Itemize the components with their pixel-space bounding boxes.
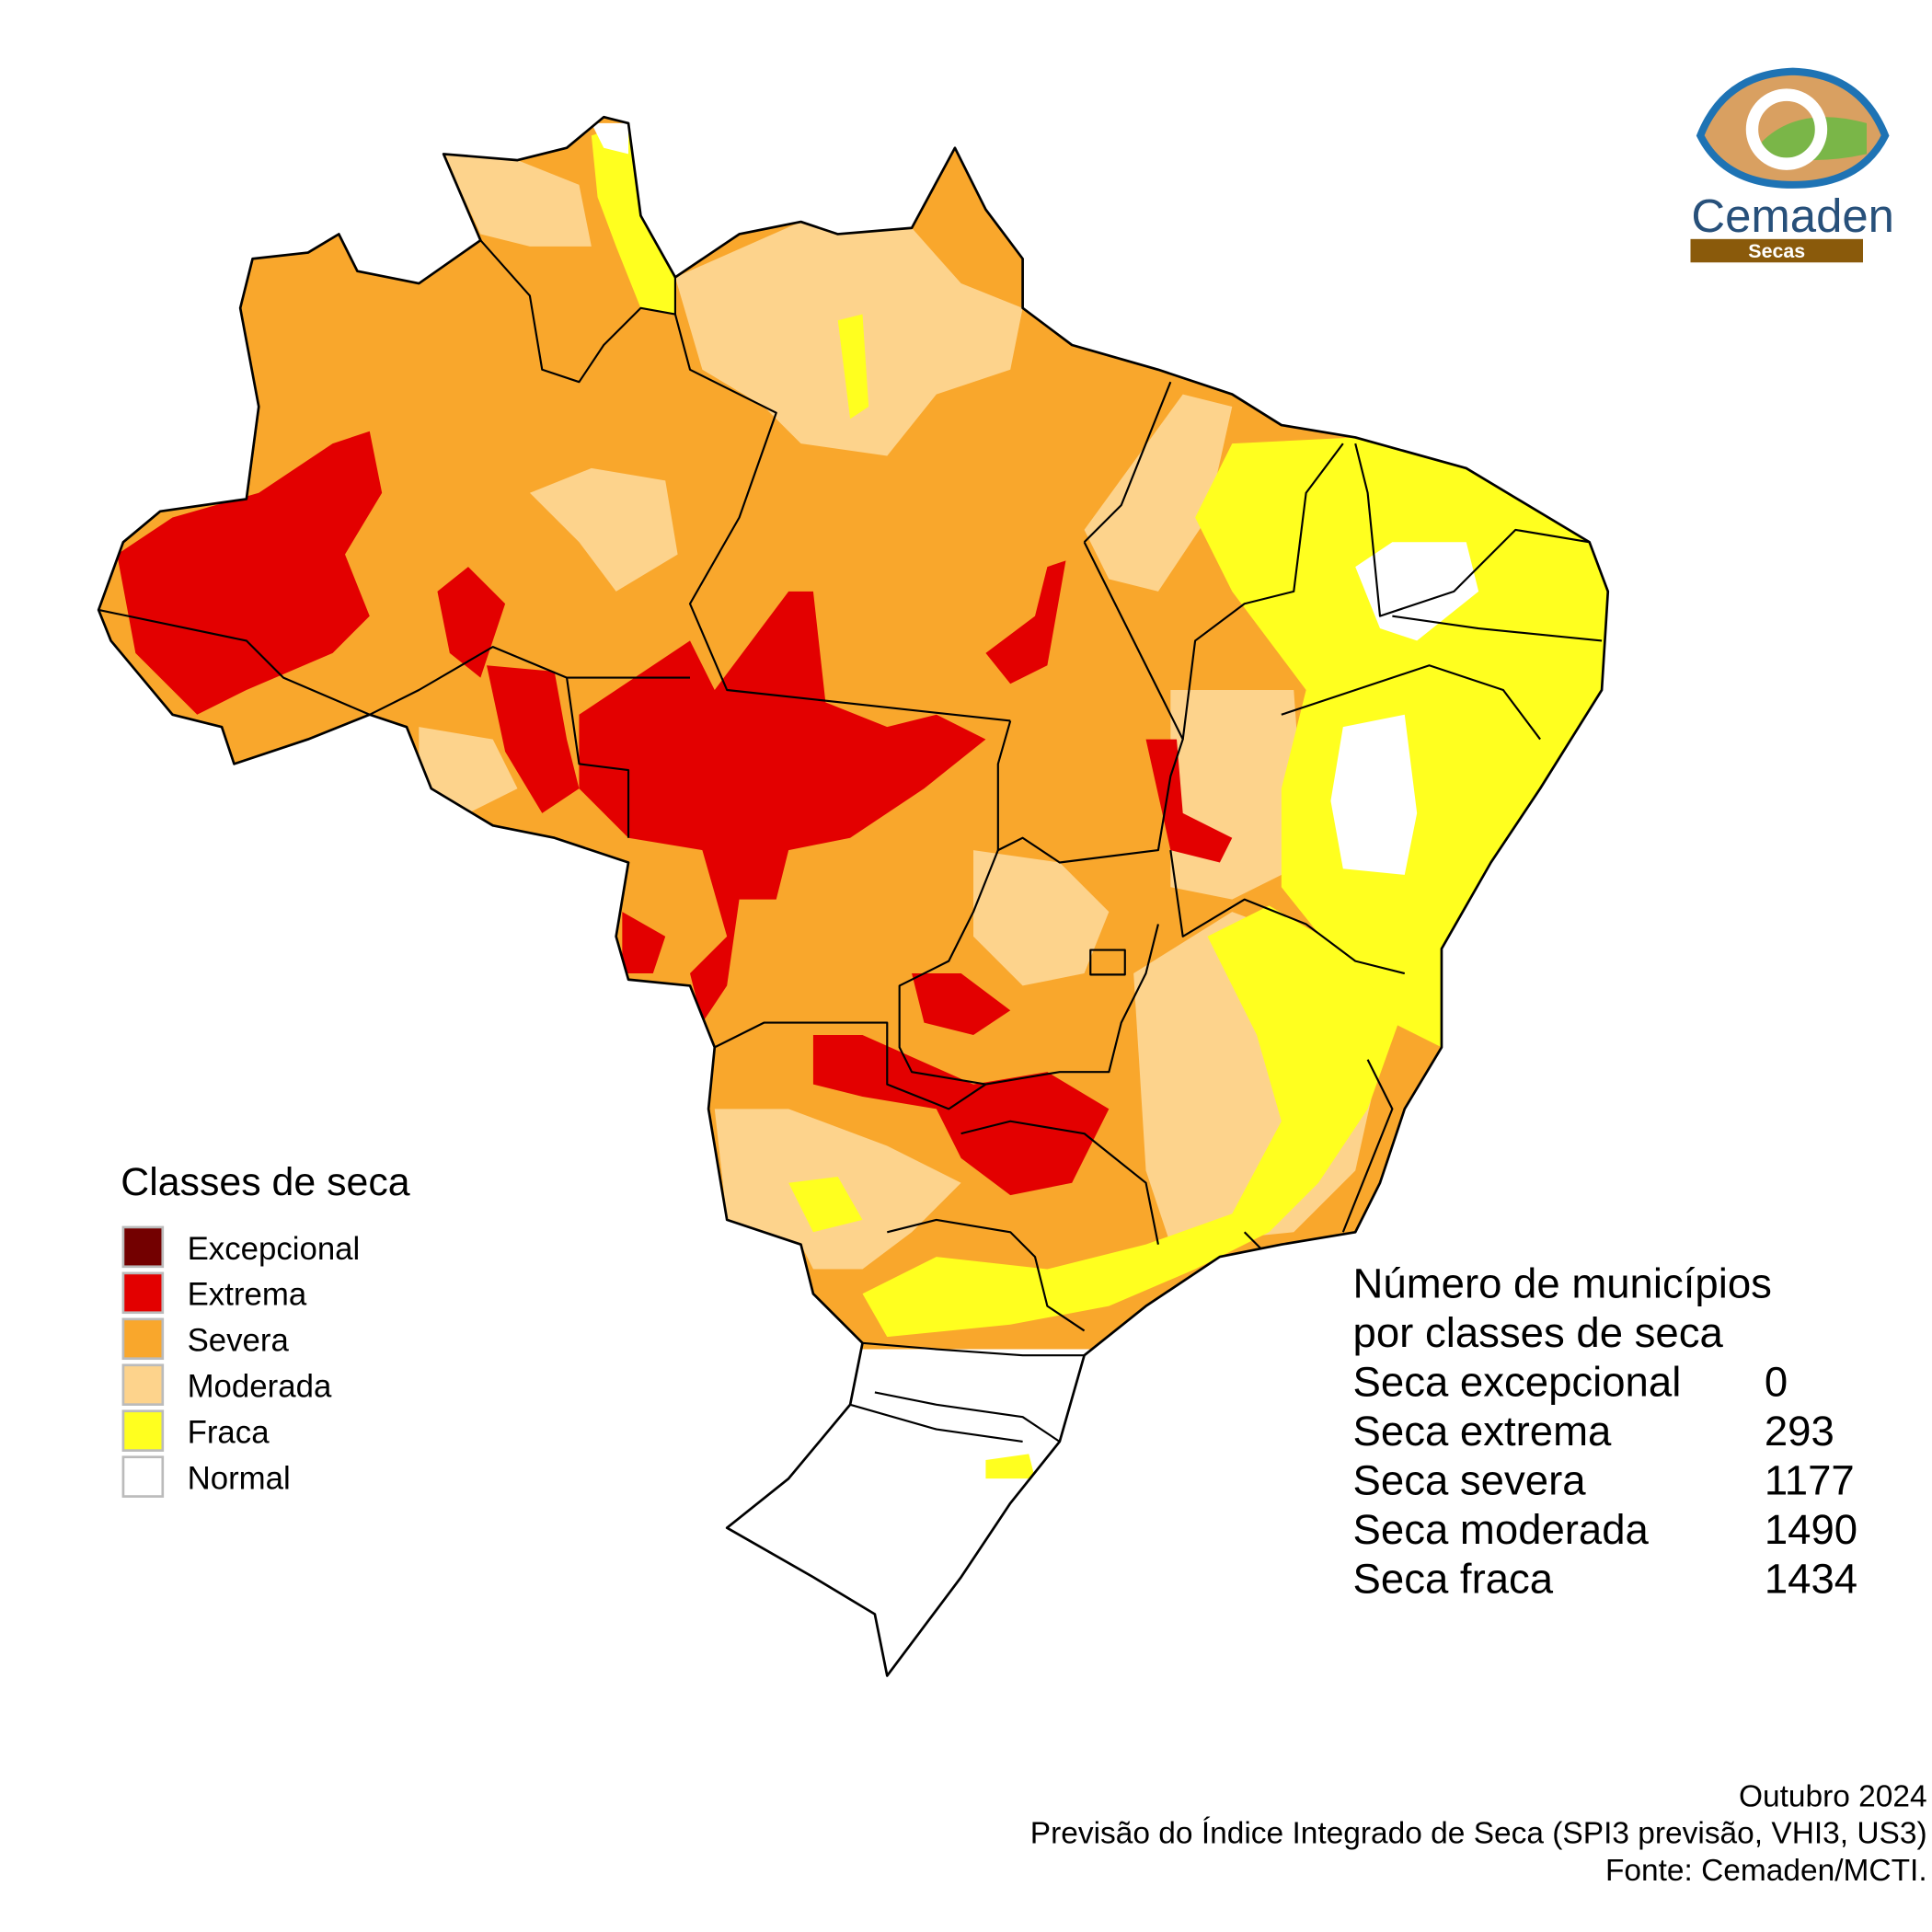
region-fraca [862,905,1399,1338]
stats-label: Seca extrema [1353,1408,1612,1455]
region-extrema [1145,739,1233,863]
region-normal [591,122,629,155]
stats-label: Seca moderada [1353,1506,1650,1553]
legend-label: Fraca [188,1415,270,1451]
stats-label: Seca severa [1353,1457,1587,1504]
region-extrema [912,973,1011,1035]
legend-label: Normal [188,1461,291,1497]
legend-label: Moderada [188,1369,332,1405]
stats-value: 293 [1765,1408,1834,1455]
stats-title: Número de municípios [1353,1259,1772,1306]
footer: Outubro 2024 Previsão do Índice Integrado… [1030,1779,1927,1887]
legend-label: Severa [188,1323,290,1359]
legend-swatch [121,1363,165,1406]
region-extrema [622,912,666,974]
legend-swatch [121,1317,165,1361]
logo: Cemaden Secas [1690,67,1894,263]
stats-label: Seca fraca [1353,1556,1554,1603]
region-moderada [529,467,678,592]
region-extrema [985,560,1066,684]
stats-value: 1434 [1765,1556,1857,1603]
logo-ring [1745,88,1828,170]
region-moderada [419,727,518,813]
legend-swatch [121,1271,165,1315]
region-extrema [579,591,986,1023]
stats-value: 1490 [1765,1506,1857,1553]
footer-line: Outubro 2024 [1739,1779,1927,1813]
stats-value: 1177 [1765,1457,1855,1504]
region-moderada [443,154,592,247]
logo-tag: Secas [1748,240,1805,262]
region-fraca [788,1177,863,1233]
stats-value: 0 [1765,1358,1788,1405]
legend-swatch [121,1409,165,1452]
legend-swatch [121,1455,165,1498]
footer-line: Fonte: Cemaden/MCTI. [1605,1854,1927,1888]
legend-swatch [121,1225,165,1269]
region-moderada [973,850,1110,986]
state-borders [98,239,1603,1443]
region-normal [690,1349,1183,1676]
legend-label: Extrema [188,1277,307,1313]
stats-label: Seca excepcional [1353,1358,1682,1405]
legend: Excepcional Extrema Severa Moderada Fraca Nor… [121,1225,361,1498]
region-fraca [837,314,869,420]
region-normal [1330,714,1418,875]
stats-title: por classes de seca [1353,1309,1724,1356]
legend-title: Classes de seca [121,1160,410,1204]
logo-bar [1690,238,1863,263]
legend-label: Excepcional [188,1231,361,1267]
logo-name: Cemaden [1691,190,1894,242]
region-fraca [591,122,675,315]
region-fraca [985,1454,1035,1479]
region-extrema [117,431,383,715]
region-extrema [487,665,580,813]
region-moderada [1084,394,1233,592]
footer-line: Previsão do Índice Integrado de Seca (SP… [1030,1817,1927,1851]
